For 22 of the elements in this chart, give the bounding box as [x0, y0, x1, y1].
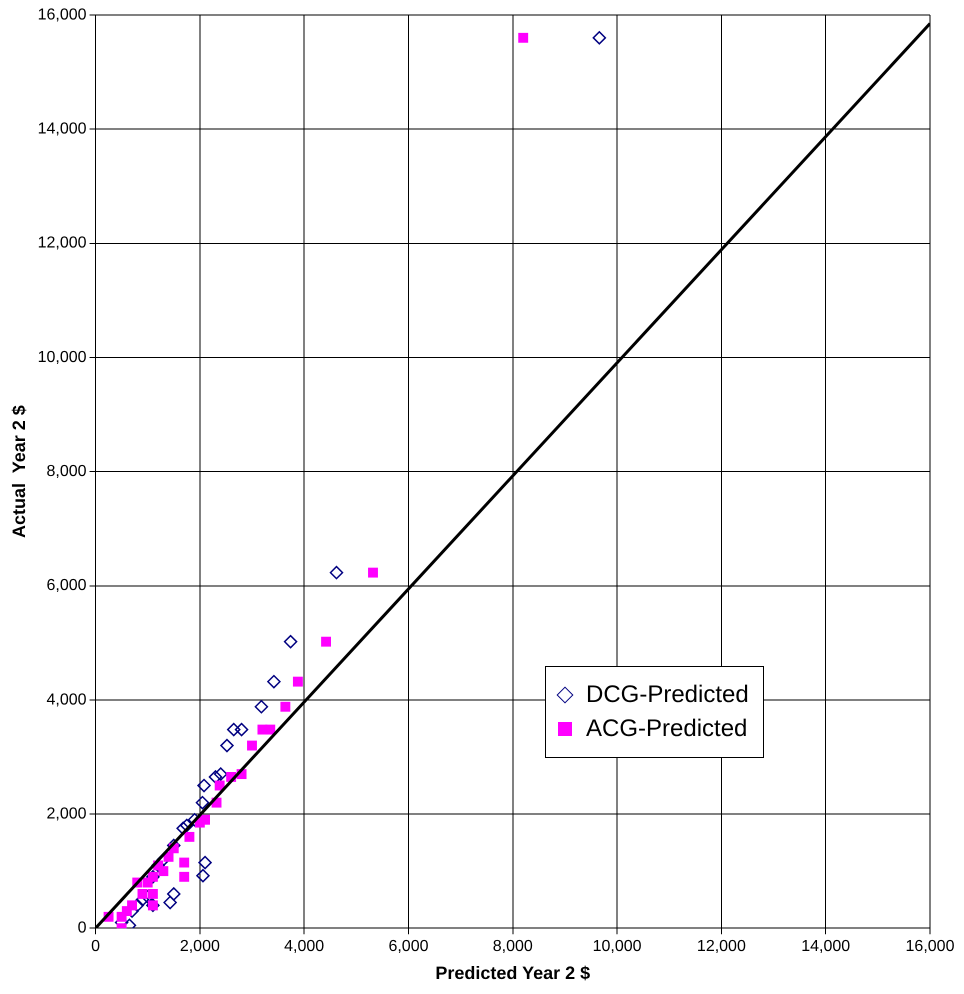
x-tick-label: 12,000: [696, 938, 746, 956]
x-tick-label: 10,000: [592, 938, 642, 956]
y-axis-title: Actual Year 2 $: [8, 405, 29, 538]
x-axis-title: Predicted Year 2 $: [435, 963, 590, 984]
legend-label: ACG-Predicted: [586, 715, 748, 744]
y-tick-label: 16,000: [38, 6, 87, 24]
x-tick-label: 14,000: [801, 938, 850, 956]
y-tick-label: 10,000: [38, 348, 87, 366]
legend-label: DCG-Predicted: [586, 681, 749, 710]
y-tick-label: 14,000: [38, 120, 87, 138]
x-tick-label: 8,000: [492, 938, 533, 956]
y-tick-label: 8,000: [46, 463, 87, 480]
y-tick-label: 2,000: [46, 805, 87, 822]
y-tick-label: 12,000: [38, 234, 87, 252]
x-tick-label: 6,000: [388, 938, 429, 956]
x-tick-label: 2,000: [180, 938, 220, 956]
x-tick-label: 16,000: [906, 938, 955, 956]
y-tick-label: 6,000: [46, 577, 87, 594]
y-tick-label: 0: [78, 920, 87, 937]
y-tick-label: 4,000: [46, 691, 87, 708]
x-tick-label: 4,000: [284, 938, 324, 956]
x-tick-label: 0: [91, 938, 100, 956]
